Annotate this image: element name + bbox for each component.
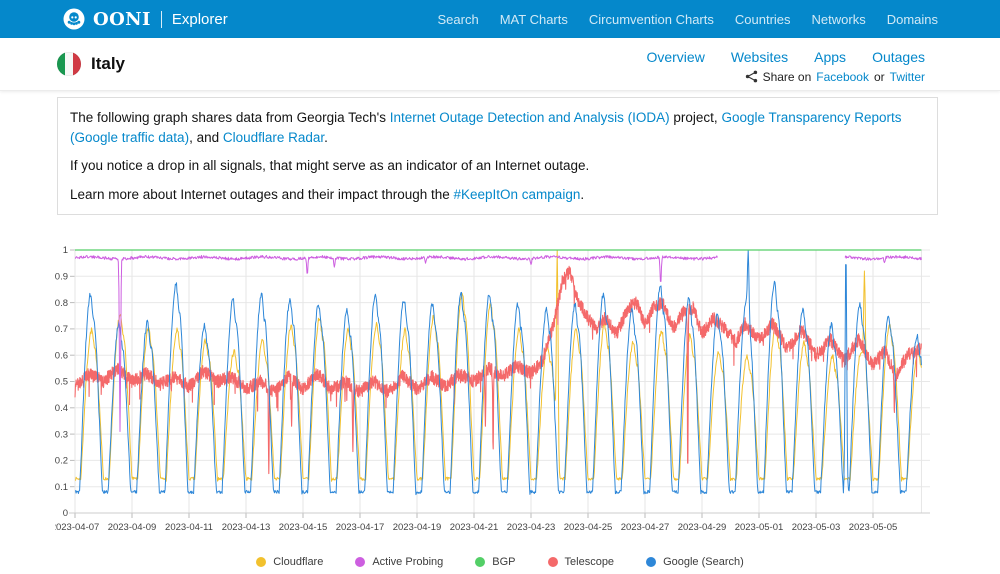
nav-link-search[interactable]: Search xyxy=(437,11,479,27)
inline-link[interactable]: #KeepItOn campaign xyxy=(453,186,581,202)
svg-text:1: 1 xyxy=(63,245,68,256)
legend-label: BGP xyxy=(492,556,516,569)
nav-link-domains[interactable]: Domains xyxy=(886,11,938,27)
svg-text:0.7: 0.7 xyxy=(55,324,68,335)
ooni-octopus-logo-icon xyxy=(62,7,86,31)
svg-text:2023-04-07: 2023-04-07 xyxy=(55,522,99,533)
inline-text: If you notice a drop in all signals, tha… xyxy=(70,158,590,174)
svg-text:2023-04-21: 2023-04-21 xyxy=(450,522,499,533)
svg-text:0: 0 xyxy=(63,508,68,519)
svg-text:2023-04-17: 2023-04-17 xyxy=(336,522,385,533)
share-icon xyxy=(745,70,758,83)
main-nav: Search MAT Charts Circumvention Charts Coun… xyxy=(438,12,938,27)
legend-item-active-probing[interactable]: Active Probing xyxy=(355,556,443,568)
legend-swatch-telescope xyxy=(547,557,558,568)
tab-apps[interactable]: Apps xyxy=(814,48,847,65)
svg-text:0.6: 0.6 xyxy=(55,351,68,362)
country-name: Italy xyxy=(91,54,126,73)
svg-text:2023-04-23: 2023-04-23 xyxy=(507,522,556,533)
intro-paragraph-keepiton: Learn more about Internet outages and th… xyxy=(70,185,925,205)
inline-link[interactable]: Internet Outage Detection and Analysis (… xyxy=(389,110,670,125)
svg-text:2023-04-09: 2023-04-09 xyxy=(108,522,157,533)
inline-text: . xyxy=(580,186,585,202)
svg-text:0.1: 0.1 xyxy=(55,482,68,493)
svg-text:2023-05-03: 2023-05-03 xyxy=(792,522,841,533)
intro-paragraph-signals: If you notice a drop in all signals, tha… xyxy=(70,156,925,176)
legend-swatch-bgp xyxy=(475,557,486,568)
brand-divider xyxy=(160,10,162,28)
inline-text: project, xyxy=(669,110,722,125)
legend-item-cloudflare[interactable]: Cloudflare xyxy=(256,556,323,568)
svg-text:2023-05-05: 2023-05-05 xyxy=(849,522,898,533)
svg-text:2023-04-11: 2023-04-11 xyxy=(165,522,213,533)
svg-text:2023-04-13: 2023-04-13 xyxy=(222,522,271,533)
svg-text:0.3: 0.3 xyxy=(55,430,68,441)
legend-label: Cloudflare xyxy=(273,556,324,569)
svg-text:2023-04-25: 2023-04-25 xyxy=(564,522,613,533)
legend-swatch-cloudflare xyxy=(256,557,267,568)
legend-item-google-search[interactable]: Google (Search) xyxy=(646,556,744,568)
share-twitter-link[interactable]: Twitter xyxy=(889,69,925,84)
share-row: Share on Facebook or Twitter xyxy=(745,70,925,84)
svg-text:0.9: 0.9 xyxy=(55,272,68,283)
nav-link-circumvention-charts[interactable]: Circumvention Charts xyxy=(588,11,714,27)
series-line-google-search[interactable] xyxy=(74,249,922,496)
italy-flag-icon xyxy=(57,52,81,76)
svg-text:0.8: 0.8 xyxy=(55,298,68,309)
share-facebook-link[interactable]: Facebook xyxy=(816,69,869,84)
tab-outages[interactable]: Outages xyxy=(872,48,925,65)
svg-text:2023-04-29: 2023-04-29 xyxy=(678,522,727,533)
outage-signals-chart[interactable]: 0 0.1 0.2 0.3 0.4 0.5 0.6 0.7 0.8 0.9 1 2023-04-07 2… xyxy=(51,241,945,548)
inline-link[interactable]: Cloudflare Radar xyxy=(222,129,325,145)
legend-item-telescope[interactable]: Telescope xyxy=(547,556,615,569)
brand-product: Explorer xyxy=(171,10,228,28)
inline-text: The following graph shares data from Geo… xyxy=(70,110,390,125)
top-navigation-bar: OONI Explorer Search MAT Charts Circumvent… xyxy=(0,0,1000,38)
inline-text: Learn more about Internet outages and th… xyxy=(70,186,454,202)
nav-link-countries[interactable]: Countries xyxy=(734,11,791,27)
legend-swatch-active-probing xyxy=(355,557,366,568)
legend-swatch-google-search xyxy=(646,557,657,568)
svg-text:0.4: 0.4 xyxy=(55,403,68,414)
svg-text:0.5: 0.5 xyxy=(55,377,68,388)
svg-text:0.2: 0.2 xyxy=(55,456,68,467)
country: Italy xyxy=(57,52,125,76)
legend-label: Active Probing xyxy=(372,556,444,569)
inline-link[interactable]: Google Transparency Reports (Google traf… xyxy=(70,110,902,145)
country-tabs: Overview Websites Apps Outages xyxy=(646,49,925,65)
chart-canvas[interactable]: 0 0.1 0.2 0.3 0.4 0.5 0.6 0.7 0.8 0.9 1 2023-04-07 2… xyxy=(51,241,945,543)
outage-intro-box: The following graph shares data from Geo… xyxy=(57,97,938,216)
legend-label: Google (Search) xyxy=(663,556,744,569)
brand-name: OONI xyxy=(93,8,151,30)
svg-text:2023-04-27: 2023-04-27 xyxy=(621,522,670,533)
inline-text: , and xyxy=(189,129,223,145)
share-prefix: Share on xyxy=(762,69,812,84)
tab-websites[interactable]: Websites xyxy=(730,48,789,65)
nav-link-networks[interactable]: Networks xyxy=(811,11,866,27)
tab-overview[interactable]: Overview xyxy=(646,48,705,65)
inline-text: . xyxy=(324,129,328,145)
country-header-right: Overview Websites Apps Outages Share on Fac… xyxy=(646,45,925,84)
legend-item-bgp[interactable]: BGP xyxy=(475,556,516,569)
series-line-active-probing[interactable] xyxy=(74,255,718,433)
svg-text:2023-04-19: 2023-04-19 xyxy=(393,522,442,533)
svg-text:2023-04-15: 2023-04-15 xyxy=(279,522,328,533)
chart-legend: Cloudflare Active Probing BGP Telescope Goog… xyxy=(55,556,945,568)
brand[interactable]: OONI Explorer xyxy=(62,7,228,31)
nav-link-mat-charts[interactable]: MAT Charts xyxy=(499,11,568,27)
svg-text:2023-05-01: 2023-05-01 xyxy=(735,522,784,533)
country-header: Italy Overview Websites Apps Outages Share … xyxy=(0,38,1000,91)
legend-label: Telescope xyxy=(564,556,615,569)
share-or: or xyxy=(873,69,885,84)
intro-paragraph-sources: The following graph shares data from Geo… xyxy=(70,108,925,147)
series-line-active-probing[interactable] xyxy=(844,255,922,264)
